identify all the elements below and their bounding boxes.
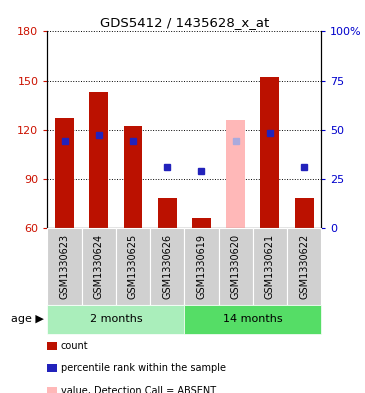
Text: age ▶: age ▶ <box>11 314 44 324</box>
Text: GSM1330620: GSM1330620 <box>231 234 241 299</box>
Bar <box>55 118 74 228</box>
Bar <box>226 120 245 228</box>
Text: GSM1330623: GSM1330623 <box>59 234 70 299</box>
Text: 2 months: 2 months <box>89 314 142 324</box>
Text: value, Detection Call = ABSENT: value, Detection Call = ABSENT <box>61 386 216 393</box>
Text: GSM1330621: GSM1330621 <box>265 234 275 299</box>
Bar <box>261 77 279 228</box>
Text: percentile rank within the sample: percentile rank within the sample <box>61 363 226 373</box>
Bar <box>89 92 108 228</box>
Bar <box>192 218 211 228</box>
Title: GDS5412 / 1435628_x_at: GDS5412 / 1435628_x_at <box>100 16 269 29</box>
Text: GSM1330624: GSM1330624 <box>94 234 104 299</box>
Bar <box>124 127 142 228</box>
Text: 14 months: 14 months <box>223 314 283 324</box>
Bar <box>158 198 177 228</box>
Text: GSM1330625: GSM1330625 <box>128 233 138 299</box>
Bar <box>295 198 314 228</box>
Text: GSM1330622: GSM1330622 <box>299 233 309 299</box>
Text: GSM1330626: GSM1330626 <box>162 234 172 299</box>
Text: count: count <box>61 341 88 351</box>
Text: GSM1330619: GSM1330619 <box>196 234 207 299</box>
